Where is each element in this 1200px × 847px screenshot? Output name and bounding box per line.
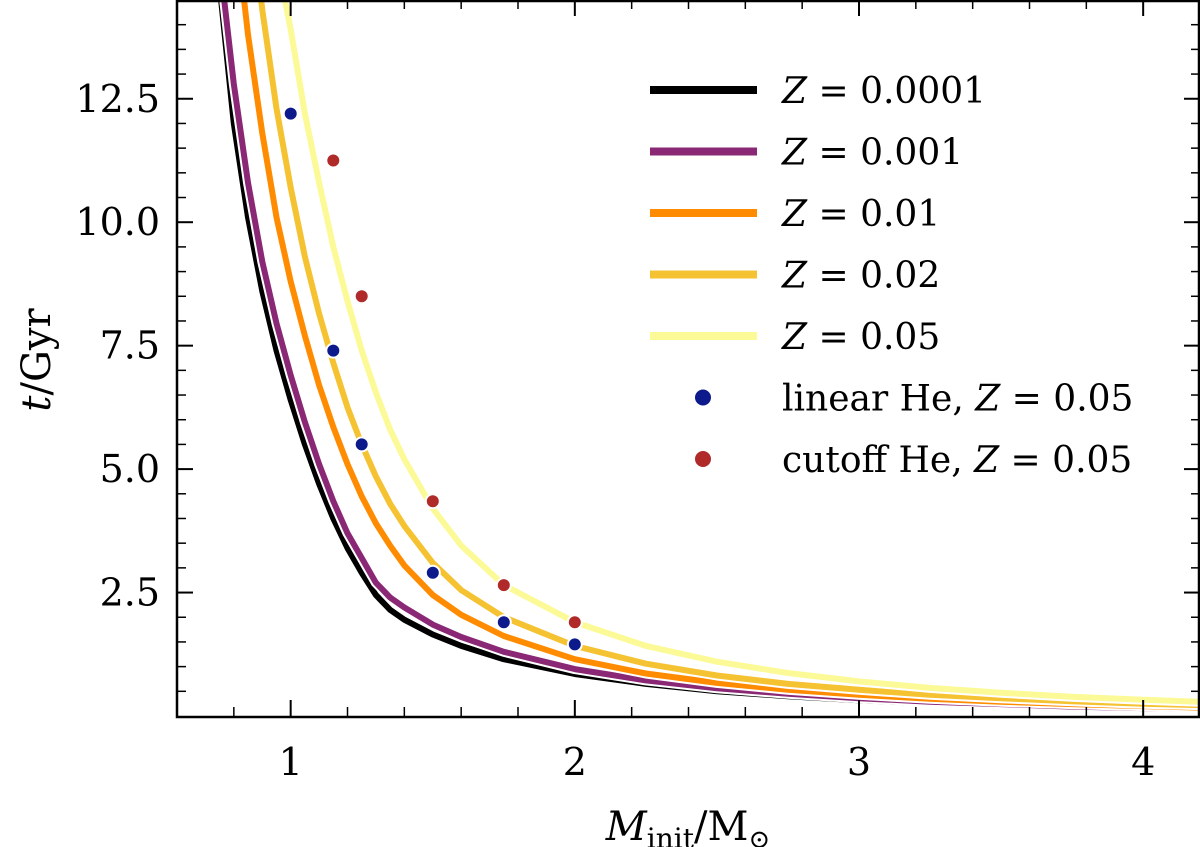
legend-marker-1 — [693, 449, 713, 469]
x-tick-label: 3 — [847, 740, 871, 784]
series-line-3 — [258, 0, 1200, 709]
legend: Z = 0.0001 Z = 0.001 Z = 0.01 Z = 0.02 Z = 0… — [650, 71, 1133, 481]
legend-label-1: Z = 0.001 — [781, 133, 963, 174]
series-layer — [216, 0, 1200, 716]
legend-label-3: Z = 0.02 — [781, 256, 940, 297]
point-1-1 — [353, 288, 370, 305]
point-1-4 — [566, 614, 583, 631]
y-axis-label: t/Gyr — [14, 308, 60, 412]
point-0-5 — [566, 636, 583, 653]
point-0-4 — [495, 614, 512, 631]
ticks-layer: 1 2 3 4 2.5 5.0 7.5 10.0 12.5 — [75, 0, 1200, 784]
legend-point-label-1: cutoff He, Z = 0.05 — [782, 440, 1132, 481]
y-tick-label: 5.0 — [100, 447, 160, 491]
x-tick-label: 2 — [563, 740, 587, 784]
point-1-2 — [424, 493, 441, 510]
point-1-3 — [495, 577, 512, 594]
plot-background — [177, 0, 1200, 716]
y-tick-label: 10.0 — [75, 200, 160, 244]
legend-label-4: Z = 0.05 — [781, 317, 940, 358]
points-layer — [282, 105, 583, 653]
series-line-4 — [281, 0, 1200, 705]
point-0-1 — [325, 342, 342, 359]
point-0-0 — [282, 105, 299, 122]
y-tick-label: 7.5 — [100, 324, 160, 368]
point-1-0 — [325, 152, 342, 169]
y-tick-label: 2.5 — [100, 571, 160, 615]
legend-label-2: Z = 0.01 — [781, 194, 940, 235]
x-tick-label: 4 — [1131, 740, 1155, 784]
x-tick-label: 1 — [279, 740, 303, 784]
point-0-3 — [424, 564, 441, 581]
point-0-2 — [353, 436, 370, 453]
x-axis-label: Minit/M⊙ — [605, 804, 770, 847]
plot-frame — [175, 0, 1200, 719]
y-tick-label: 12.5 — [75, 77, 160, 121]
legend-point-label-0: linear He, Z = 0.05 — [782, 379, 1133, 420]
legend-label-0: Z = 0.0001 — [781, 71, 986, 112]
legend-marker-0 — [693, 387, 713, 408]
